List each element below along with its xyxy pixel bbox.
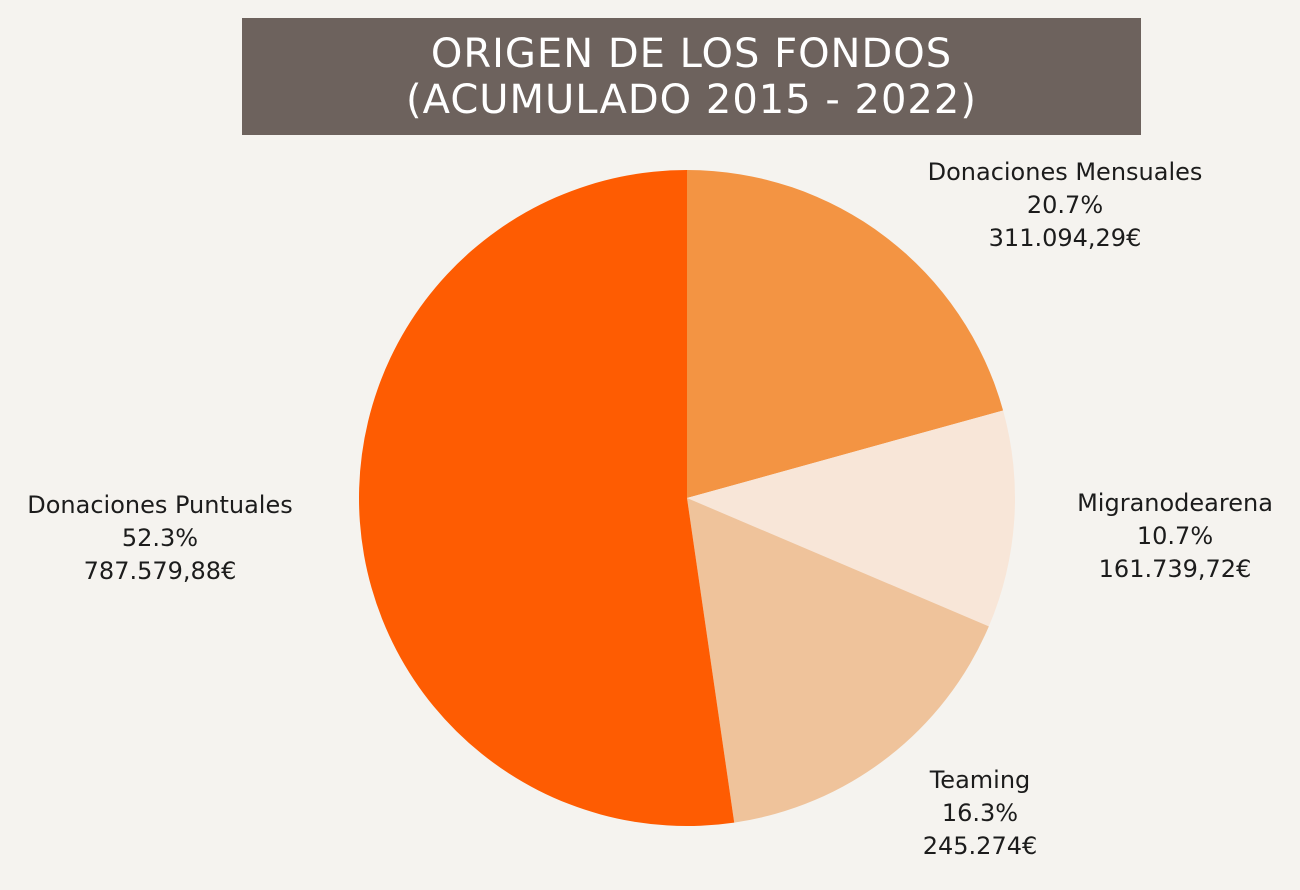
label-name: Donaciones Puntuales — [27, 491, 293, 519]
label-amount: 787.579,88€ — [83, 557, 237, 585]
label-percent: 52.3% — [121, 524, 199, 552]
chart-title-banner: ORIGEN DE LOS FONDOS (ACUMULADO 2015 - 2… — [242, 18, 1141, 135]
chart-title-line-1: ORIGEN DE LOS FONDOS — [430, 30, 953, 77]
label-teaming: Teaming 16.3% 245.274€ — [923, 764, 1038, 863]
pie-slice-donaciones-puntuales — [359, 170, 735, 826]
label-percent: 20.7% — [1026, 191, 1104, 219]
label-donaciones-mensuales: Donaciones Mensuales 20.7% 311.094,29€ — [928, 156, 1203, 255]
label-amount: 245.274€ — [922, 832, 1038, 860]
label-amount: 161.739,72€ — [1098, 555, 1252, 583]
chart-title-line-2: (ACUMULADO 2015 - 2022) — [406, 76, 977, 123]
label-amount: 311.094,29€ — [988, 224, 1142, 252]
label-name: Migranodearena — [1077, 489, 1273, 517]
label-migranodearena: Migranodearena 10.7% 161.739,72€ — [1077, 487, 1273, 586]
pie-slice-donaciones-mensuales — [687, 170, 1004, 498]
label-donaciones-puntuales: Donaciones Puntuales 52.3% 787.579,88€ — [27, 489, 292, 588]
label-name: Teaming — [929, 766, 1031, 794]
label-percent: 10.7% — [1136, 522, 1214, 550]
pie-slice-teaming — [687, 498, 989, 823]
pie-slice-migranodearena — [687, 410, 1015, 627]
label-name: Donaciones Mensuales — [927, 158, 1203, 186]
label-percent: 16.3% — [941, 799, 1019, 827]
